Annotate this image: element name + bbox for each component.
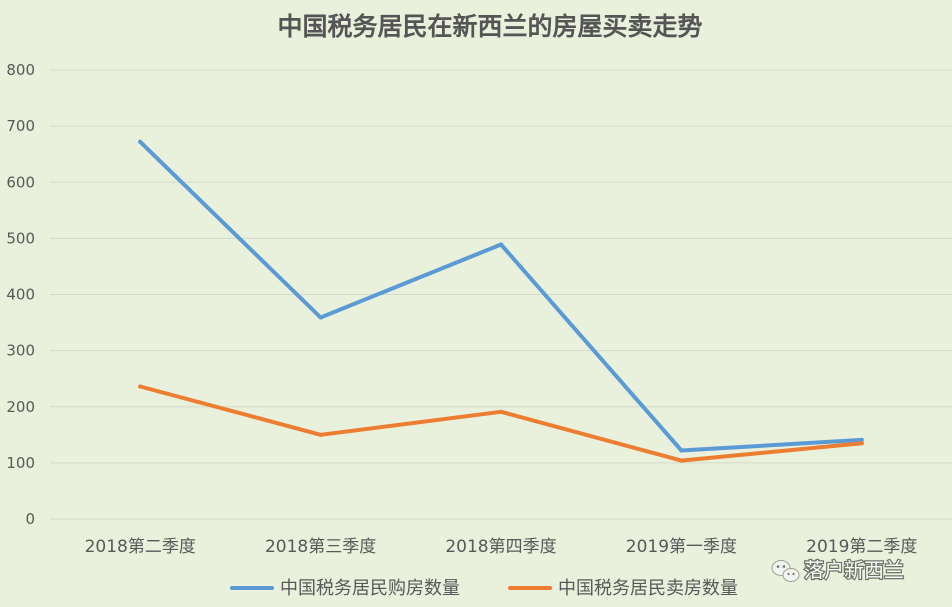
x-tick-label: 2019第二季度 bbox=[806, 537, 917, 557]
wechat-icon bbox=[771, 560, 800, 582]
y-tick-label: 700 bbox=[6, 117, 35, 135]
y-tick-label: 500 bbox=[6, 229, 35, 247]
x-tick-label: 2018第二季度 bbox=[85, 537, 196, 557]
gridlines bbox=[50, 69, 952, 520]
data-point bbox=[138, 139, 143, 144]
y-tick-label: 100 bbox=[6, 454, 35, 472]
data-point bbox=[499, 242, 503, 247]
y-tick-label: 0 bbox=[25, 510, 35, 528]
x-tick-label: 2018第三季度 bbox=[265, 537, 376, 557]
y-tick-label: 800 bbox=[6, 61, 35, 79]
data-point bbox=[499, 409, 503, 414]
x-axis-ticks: 2018第二季度 2018第三季度 2018第四季度 2019第一季度 2019第二季度 bbox=[85, 537, 918, 557]
watermark-text: 落户新西兰 bbox=[804, 558, 904, 582]
y-tick-label: 200 bbox=[6, 398, 35, 416]
data-point bbox=[318, 432, 323, 437]
data-point bbox=[138, 384, 143, 389]
y-tick-label: 600 bbox=[6, 173, 35, 191]
y-axis-ticks: 0 100 200 300 400 500 600 700 800 bbox=[6, 61, 35, 528]
y-tick-label: 300 bbox=[6, 342, 35, 360]
x-tick-label: 2018第四季度 bbox=[445, 537, 556, 557]
watermark: 落户新西兰 bbox=[771, 557, 905, 583]
data-point bbox=[679, 458, 684, 463]
legend-label: 中国税务居民卖房数量 bbox=[558, 578, 738, 599]
data-point bbox=[859, 437, 864, 442]
legend: 中国税务居民购房数量 中国税务居民卖房数量 bbox=[230, 578, 738, 599]
series-lines bbox=[138, 139, 864, 463]
data-point bbox=[679, 448, 684, 453]
legend-label: 中国税务居民购房数量 bbox=[280, 578, 460, 599]
data-point bbox=[318, 315, 323, 320]
chart-title: 中国税务居民在新西兰的房屋买卖走势 bbox=[277, 12, 702, 41]
y-tick-label: 400 bbox=[6, 286, 35, 304]
x-tick-label: 2019第一季度 bbox=[626, 537, 737, 557]
data-point bbox=[859, 441, 864, 446]
